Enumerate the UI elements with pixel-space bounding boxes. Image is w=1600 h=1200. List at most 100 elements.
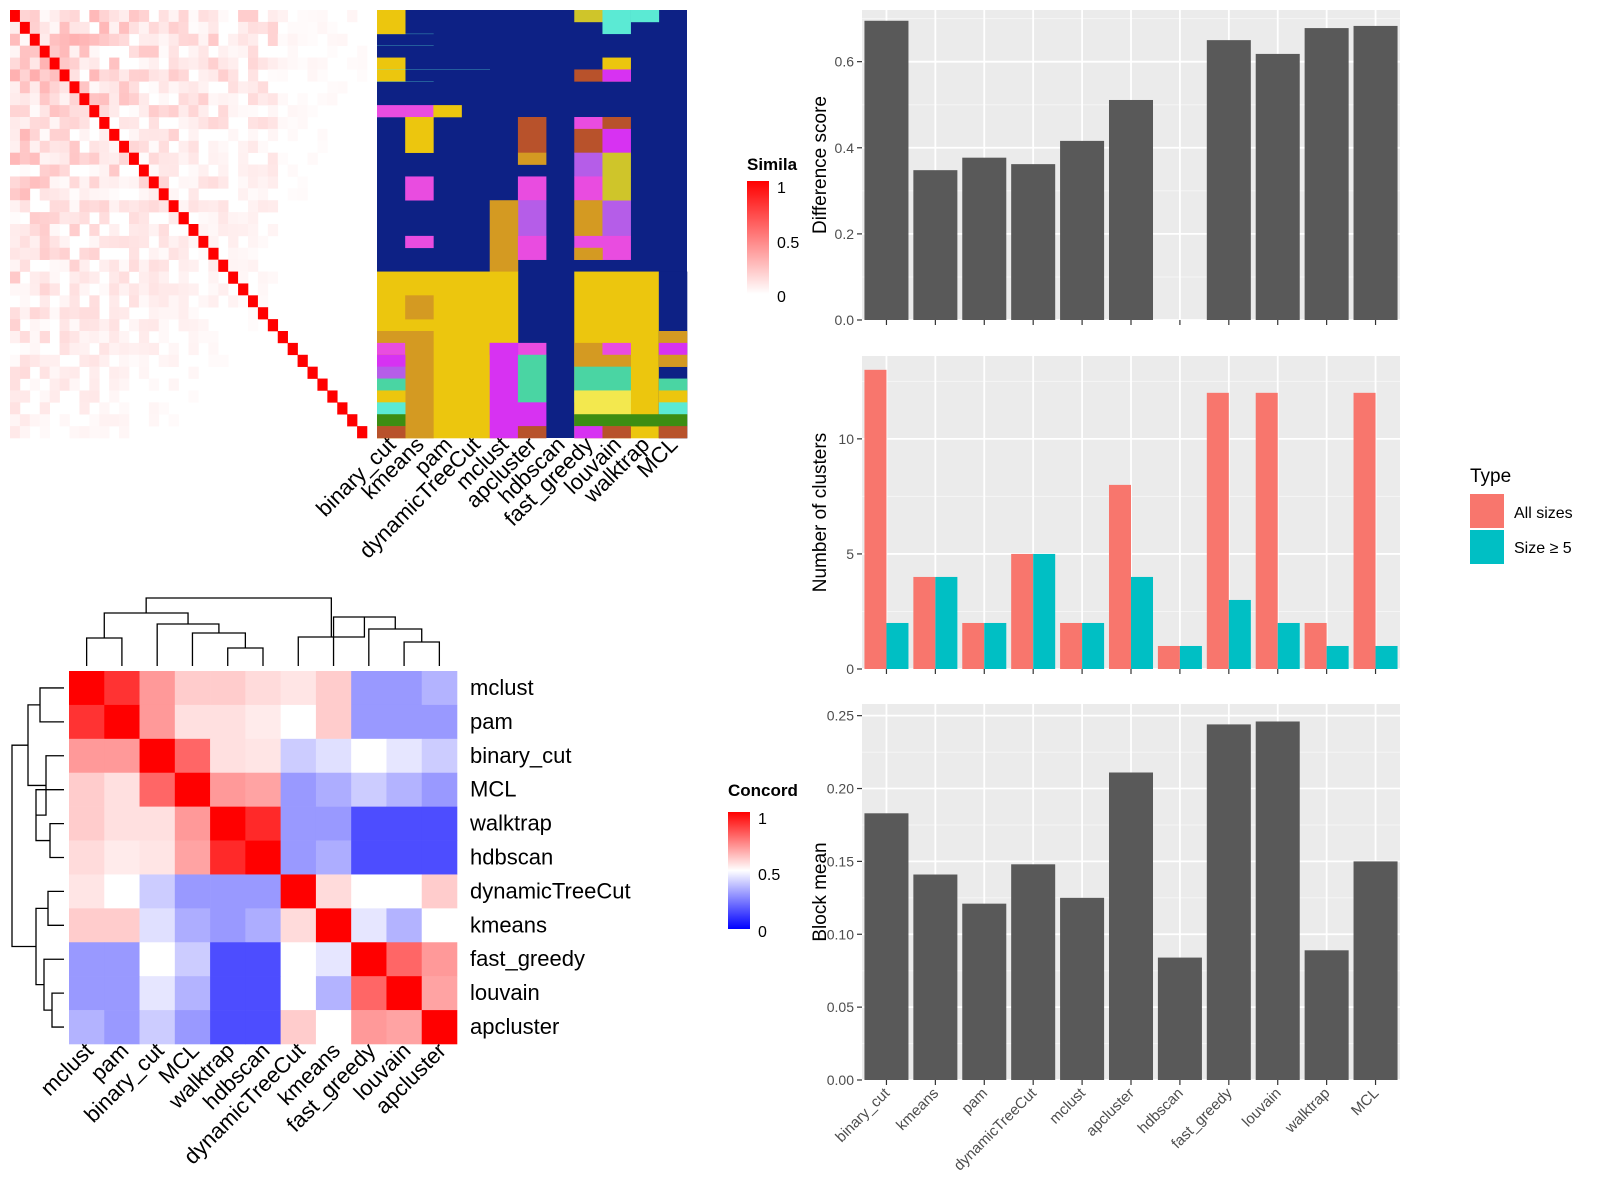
similarity-cell	[89, 319, 100, 332]
similarity-cell	[238, 259, 249, 272]
similarity-cell	[138, 331, 150, 344]
concordance-cell	[174, 704, 211, 740]
bar	[1011, 553, 1034, 669]
similarity-cell	[257, 295, 269, 308]
concordance-row-label: kmeans	[470, 912, 547, 937]
bar	[1179, 645, 1202, 669]
bar	[1304, 622, 1327, 669]
similarity-cell	[109, 140, 120, 153]
similarity-cell	[119, 235, 130, 249]
top-dendrogram-branch	[227, 647, 264, 666]
similarity-cell	[168, 212, 179, 225]
concordance-cell	[280, 671, 317, 706]
similarity-cell	[238, 176, 249, 189]
similarity-legend-bar	[747, 181, 769, 294]
similarity-cell	[49, 283, 60, 296]
similarity-cell	[238, 33, 249, 46]
similarity-cell	[148, 33, 160, 46]
similarity-cell	[79, 331, 90, 344]
similarity-cell	[39, 247, 50, 260]
similarity-cell	[59, 117, 70, 130]
similarity-cell	[79, 21, 90, 35]
top-dendrogram-branch	[403, 641, 441, 666]
similarity-cell	[307, 105, 318, 118]
similarity-cell	[19, 105, 31, 118]
similarity-cell	[317, 378, 328, 391]
assignment-block	[602, 200, 631, 237]
concordance-cell	[174, 806, 211, 841]
assignment-block	[517, 342, 547, 356]
similarity-cell	[248, 57, 259, 70]
similarity-cell	[79, 105, 90, 118]
similarity-cell	[178, 10, 189, 23]
similarity-cell	[168, 354, 179, 367]
similarity-cell	[29, 354, 41, 367]
similarity-cell	[228, 235, 239, 249]
similarity-cell	[39, 164, 50, 177]
bar	[1326, 645, 1349, 669]
concordance-cell	[421, 772, 458, 807]
similarity-cell	[59, 342, 70, 356]
similarity-cell	[119, 33, 130, 46]
similarity-cell	[218, 164, 229, 177]
bar	[1108, 772, 1154, 1080]
similarity-cell	[49, 140, 60, 153]
similarity-cell	[29, 105, 41, 118]
concordance-cell	[174, 908, 211, 943]
similarity-cell	[218, 69, 229, 82]
similarity-cell	[238, 188, 249, 201]
similarity-cell	[69, 57, 80, 70]
similarity-cell	[188, 164, 199, 177]
similarity-cell	[198, 45, 209, 58]
similarity-cell	[267, 176, 279, 189]
similarity-cell	[109, 283, 120, 296]
similarity-cell	[10, 93, 21, 106]
similarity-cell	[198, 57, 209, 70]
similarity-cell	[99, 81, 110, 94]
assignment-block	[405, 105, 434, 118]
similarity-cell	[79, 402, 90, 415]
concordance-cell	[104, 976, 140, 1011]
similarity-cell	[79, 283, 90, 296]
similarity-cell	[59, 378, 70, 391]
assignment-block	[574, 117, 603, 130]
concordance-cell	[139, 738, 176, 774]
top-dendrogram-branch	[145, 597, 332, 637]
similarity-cell	[99, 331, 110, 344]
similarity-cell	[198, 176, 209, 189]
similarity-cell	[29, 247, 41, 260]
similarity-cell	[59, 128, 70, 142]
concordance-cell	[174, 772, 211, 807]
similarity-cell	[10, 117, 21, 130]
similarity-cell	[119, 93, 130, 106]
similarity-cell	[79, 45, 90, 58]
similarity-cell	[148, 128, 160, 142]
similarity-cell	[99, 414, 110, 427]
similarity-cell	[158, 176, 169, 189]
similarity-cell	[297, 105, 308, 118]
assignment-block	[405, 235, 434, 249]
similarity-cell	[228, 224, 239, 237]
concordance-cell	[351, 942, 387, 977]
similarity-cell	[168, 414, 179, 427]
similarity-cell	[99, 21, 110, 35]
similarity-cell	[198, 93, 209, 106]
similarity-cell	[79, 354, 90, 367]
similarity-cell	[109, 164, 120, 177]
concordance-row-label: hdbscan	[470, 845, 553, 870]
assignment-block	[602, 426, 631, 439]
similarity-cell	[148, 105, 160, 118]
bar	[1131, 576, 1154, 669]
similarity-cell	[317, 57, 328, 70]
similarity-cell	[257, 235, 269, 249]
similarity-cell	[188, 93, 199, 106]
concordance-cell	[245, 806, 281, 841]
similarity-cell	[238, 105, 249, 118]
similarity-cell	[79, 319, 90, 332]
similarity-cell	[208, 200, 219, 213]
y-tick-label: 0	[846, 661, 854, 677]
concordance-cell	[421, 671, 458, 706]
similarity-cell	[148, 402, 160, 415]
similarity-cell	[218, 105, 229, 118]
similarity-cell	[148, 188, 160, 201]
